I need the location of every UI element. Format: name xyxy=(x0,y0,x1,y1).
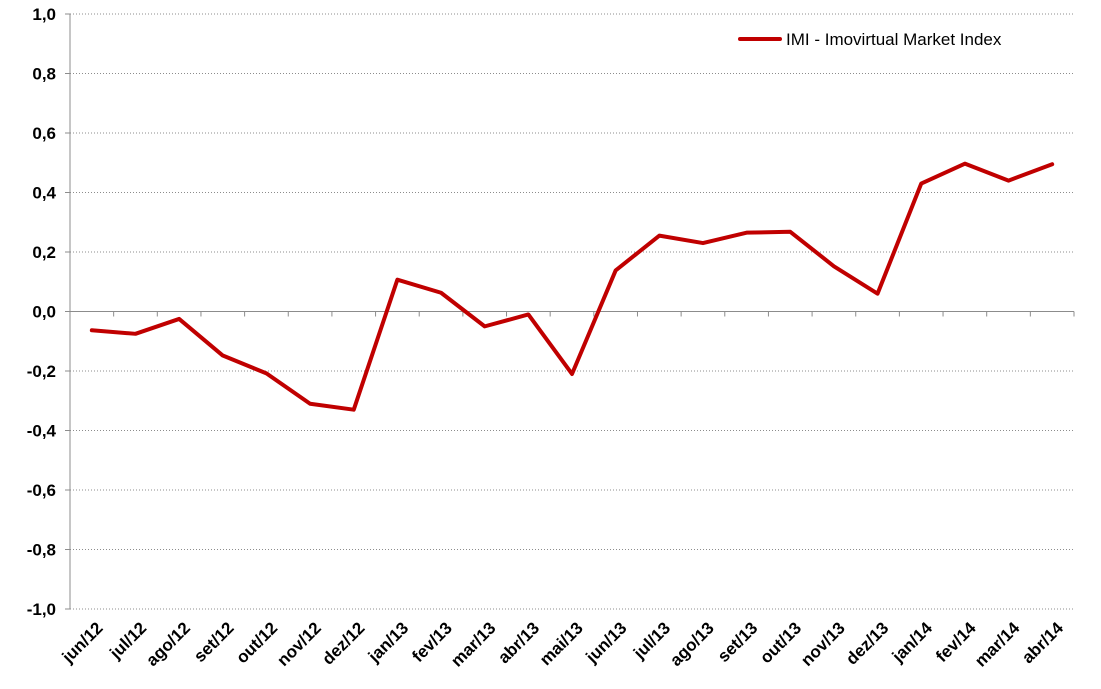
x-tick-label: jan/14 xyxy=(888,618,937,667)
x-tick-label: mai/13 xyxy=(536,618,587,669)
x-tick-label: abr/13 xyxy=(494,618,543,667)
series-line xyxy=(89,161,1055,412)
y-tick-label: 0,6 xyxy=(32,124,56,143)
x-tick-label: jun/13 xyxy=(582,618,631,667)
y-tick-label: -0,8 xyxy=(27,541,56,560)
y-tick-label: 0,2 xyxy=(32,243,56,262)
x-tick-label: mar/14 xyxy=(971,618,1024,671)
x-tick-label: dez/13 xyxy=(842,618,892,668)
y-tick-label: -0,4 xyxy=(27,422,57,441)
x-tick-label: out/13 xyxy=(756,618,805,667)
y-axis: 1,0 0,8 0,6 0,4 0,2 0,0 -0,2 -0,4 -0,6 -0,8 -1,0 xyxy=(27,5,71,619)
y-tick-label: 0,4 xyxy=(32,184,56,203)
x-tick-label: mar/13 xyxy=(447,618,499,670)
x-tick-label: set/13 xyxy=(714,618,762,666)
y-tick-label: 0,0 xyxy=(32,303,56,322)
legend-label: IMI - Imovirtual Market Index xyxy=(786,30,1002,49)
x-tick-label: jan/13 xyxy=(364,618,412,666)
x-tick-label: out/12 xyxy=(232,618,281,667)
y-tick-label: -1,0 xyxy=(27,600,56,619)
legend: IMI - Imovirtual Market Index xyxy=(738,30,1002,49)
x-tick-label: nov/12 xyxy=(273,618,325,670)
x-tick-label: dez/12 xyxy=(318,618,368,668)
y-tick-label: -0,6 xyxy=(27,481,56,500)
x-tick-label: jun/12 xyxy=(58,618,107,667)
x-tick-label: set/12 xyxy=(190,618,238,666)
x-tick-label: nov/13 xyxy=(797,618,849,670)
x-tick-label: abr/14 xyxy=(1018,618,1067,667)
y-tick-label: 1,0 xyxy=(32,5,56,24)
x-tick-label: ago/12 xyxy=(142,618,194,670)
y-tick-label: -0,2 xyxy=(27,362,56,381)
x-tick-label: ago/13 xyxy=(666,618,718,670)
series-layer xyxy=(89,161,1055,412)
y-tick-label: 0,8 xyxy=(32,65,56,84)
